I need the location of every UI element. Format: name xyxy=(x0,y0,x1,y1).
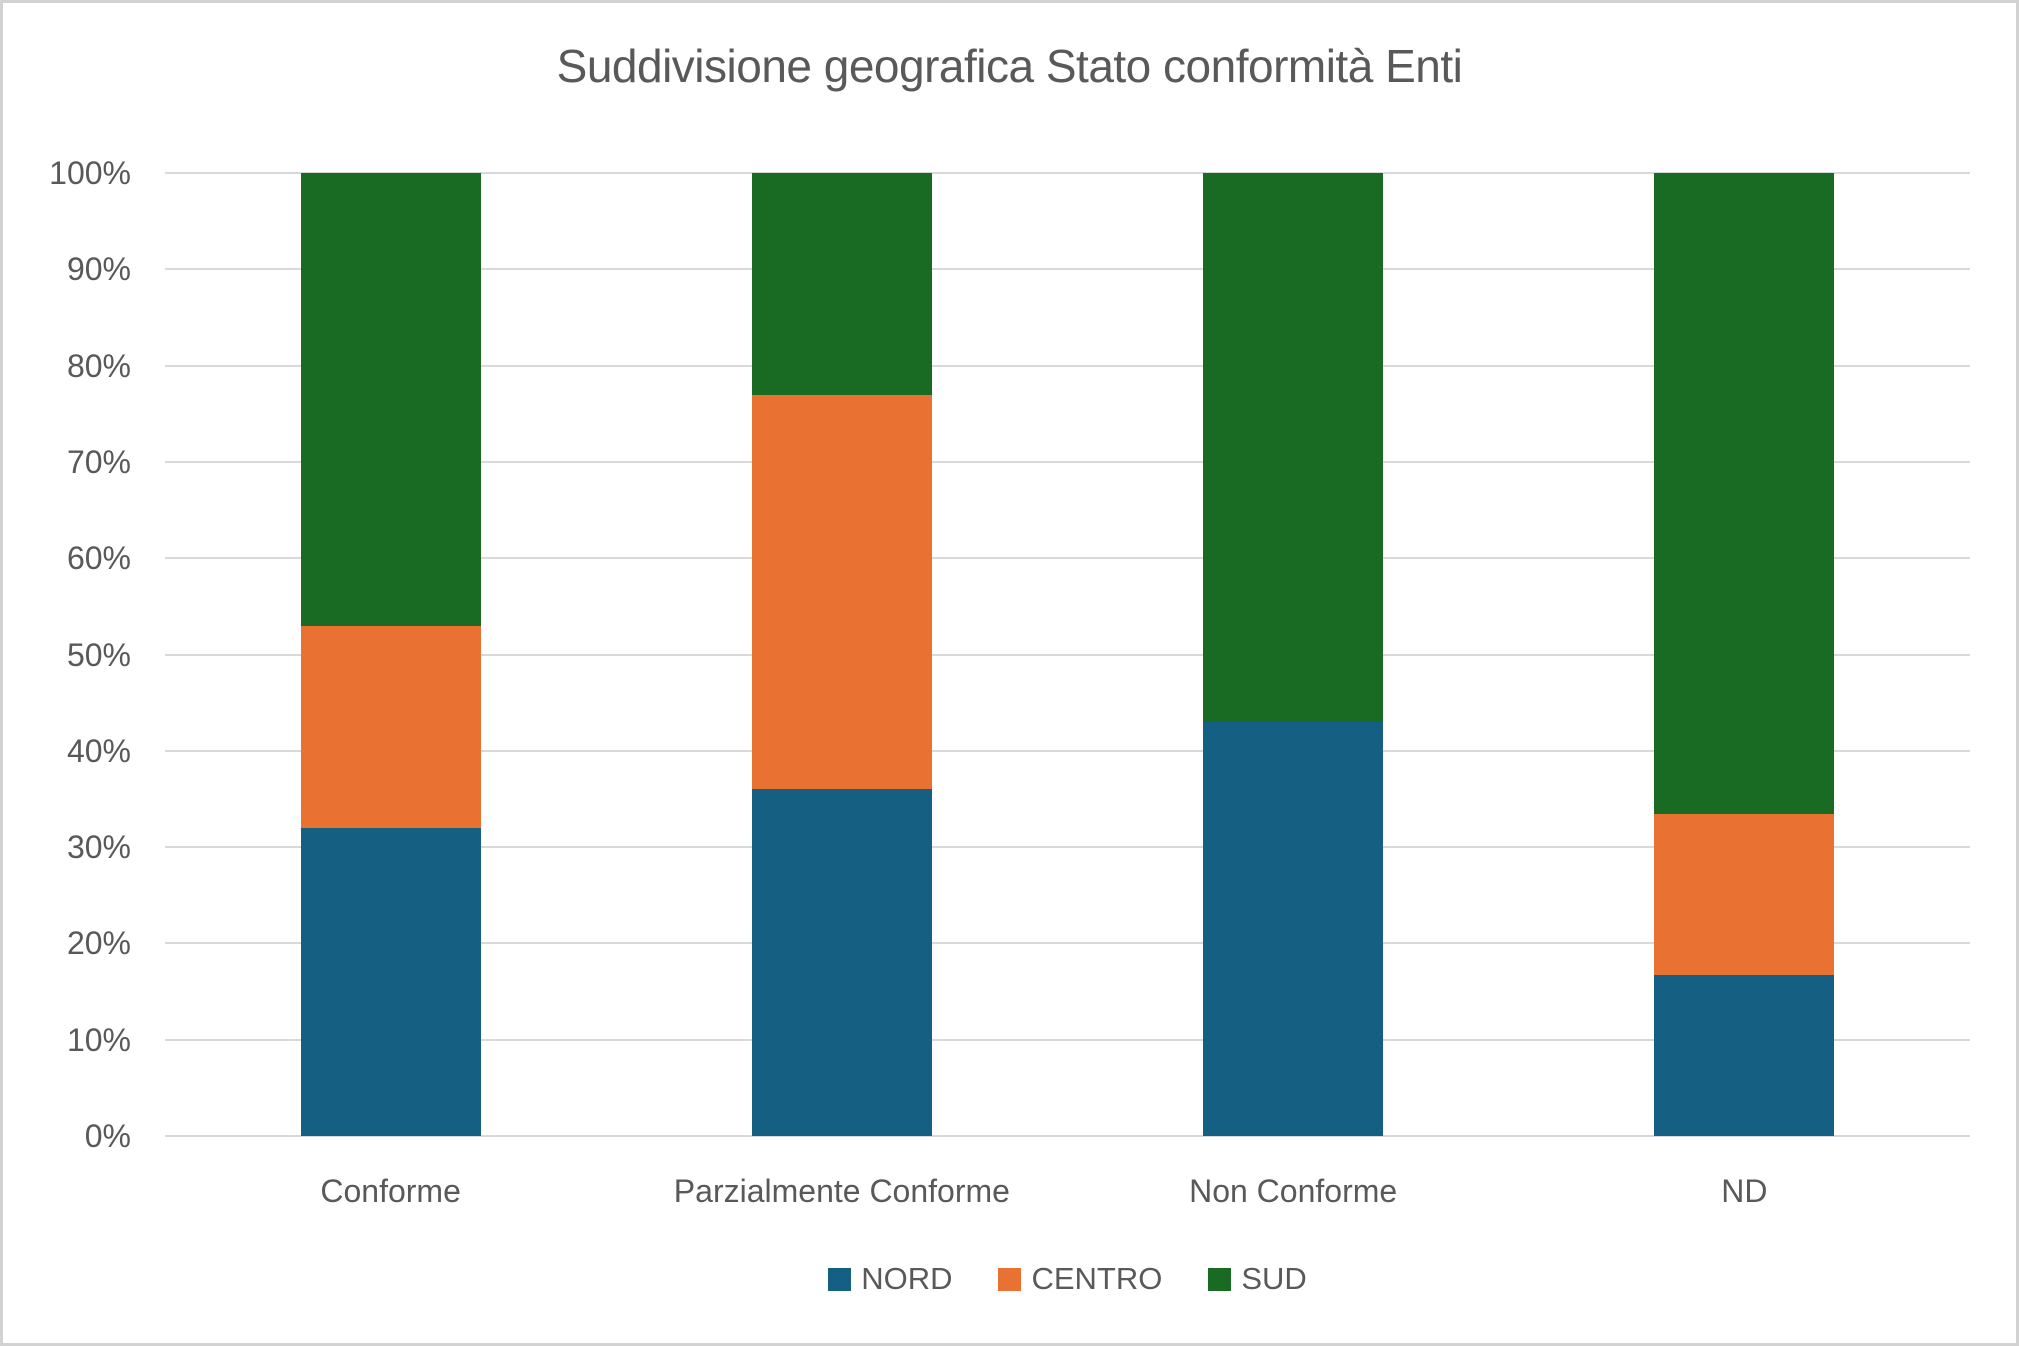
y-tick-label-80: 80% xyxy=(66,347,131,384)
y-tick-label-100: 100% xyxy=(49,155,131,191)
y-tick-label-30: 30% xyxy=(66,829,131,866)
gridline-60 xyxy=(165,557,1970,560)
bar-segment-centro-3 xyxy=(1654,814,1835,976)
bars-container xyxy=(165,173,1970,1136)
bar-segment-sud-3 xyxy=(1654,173,1835,815)
stacked-bar-0 xyxy=(300,173,481,1136)
stacked-bar-1 xyxy=(751,173,932,1136)
bar-segment-sud-0 xyxy=(300,173,481,626)
bar-segment-nord-3 xyxy=(1654,975,1835,1136)
legend-item-nord: NORD xyxy=(828,1261,952,1297)
legend-item-sud: SUD xyxy=(1208,1261,1307,1297)
stacked-bar-2 xyxy=(1203,173,1384,1136)
gridline-30 xyxy=(165,846,1970,849)
legend-label: CENTRO xyxy=(1031,1261,1163,1296)
x-category-label-1: Parzialmente Conforme xyxy=(673,1173,1010,1209)
y-tick-label-0: 0% xyxy=(84,1118,131,1154)
x-category-label-0: Conforme xyxy=(320,1173,461,1209)
plot-area xyxy=(165,172,1970,1137)
y-tick-label-40: 40% xyxy=(66,732,131,769)
x-category-label-3: ND xyxy=(1721,1173,1768,1209)
legend-swatch-icon xyxy=(998,1267,1022,1291)
legend-swatch-icon xyxy=(828,1267,852,1291)
bar-segment-nord-0 xyxy=(300,827,481,1136)
y-tick-label-10: 10% xyxy=(66,1021,131,1058)
legend-item-centro: CENTRO xyxy=(998,1261,1162,1297)
x-axis: Conforme Parzialmente Conforme Non Conform… xyxy=(165,1173,1970,1210)
x-category-label-2: Non Conforme xyxy=(1189,1173,1398,1209)
y-tick-label-20: 20% xyxy=(66,925,131,962)
bar-segment-centro-0 xyxy=(300,625,481,828)
legend: NORD CENTRO SUD xyxy=(165,1261,1970,1297)
gridline-100 xyxy=(165,172,1970,174)
y-tick-label-50: 50% xyxy=(66,636,131,673)
bar-segment-nord-2 xyxy=(1203,721,1384,1136)
bar-slot-3 xyxy=(1519,173,1970,1136)
y-tick-label-70: 70% xyxy=(66,443,131,480)
gridline-80 xyxy=(165,364,1970,367)
legend-label: SUD xyxy=(1241,1261,1307,1296)
chart-title: Suddivisione geografica Stato conformità… xyxy=(556,40,1463,92)
y-axis: 0% 10% 20% 30% 40% 50% 60% 70% 80% 90% 100% xyxy=(3,155,131,1154)
bar-segment-nord-1 xyxy=(751,789,932,1136)
stacked-bar-3 xyxy=(1654,173,1835,1136)
gridline-90 xyxy=(165,268,1970,271)
gridline-40 xyxy=(165,749,1970,752)
gridline-10 xyxy=(165,1038,1970,1041)
y-tick-label-60: 60% xyxy=(66,540,131,577)
gridline-0 xyxy=(165,1135,1970,1137)
bar-segment-sud-2 xyxy=(1203,173,1384,722)
bar-segment-sud-1 xyxy=(751,173,932,395)
legend-swatch-icon xyxy=(1208,1267,1232,1291)
y-tick-label-90: 90% xyxy=(66,251,131,288)
bar-segment-centro-1 xyxy=(751,394,932,790)
gridline-20 xyxy=(165,942,1970,945)
bar-slot-0 xyxy=(165,173,616,1136)
bar-slot-2 xyxy=(1068,173,1519,1136)
gridline-70 xyxy=(165,460,1970,463)
gridline-50 xyxy=(165,653,1970,656)
bar-slot-1 xyxy=(616,173,1067,1136)
legend-label: NORD xyxy=(861,1261,953,1296)
